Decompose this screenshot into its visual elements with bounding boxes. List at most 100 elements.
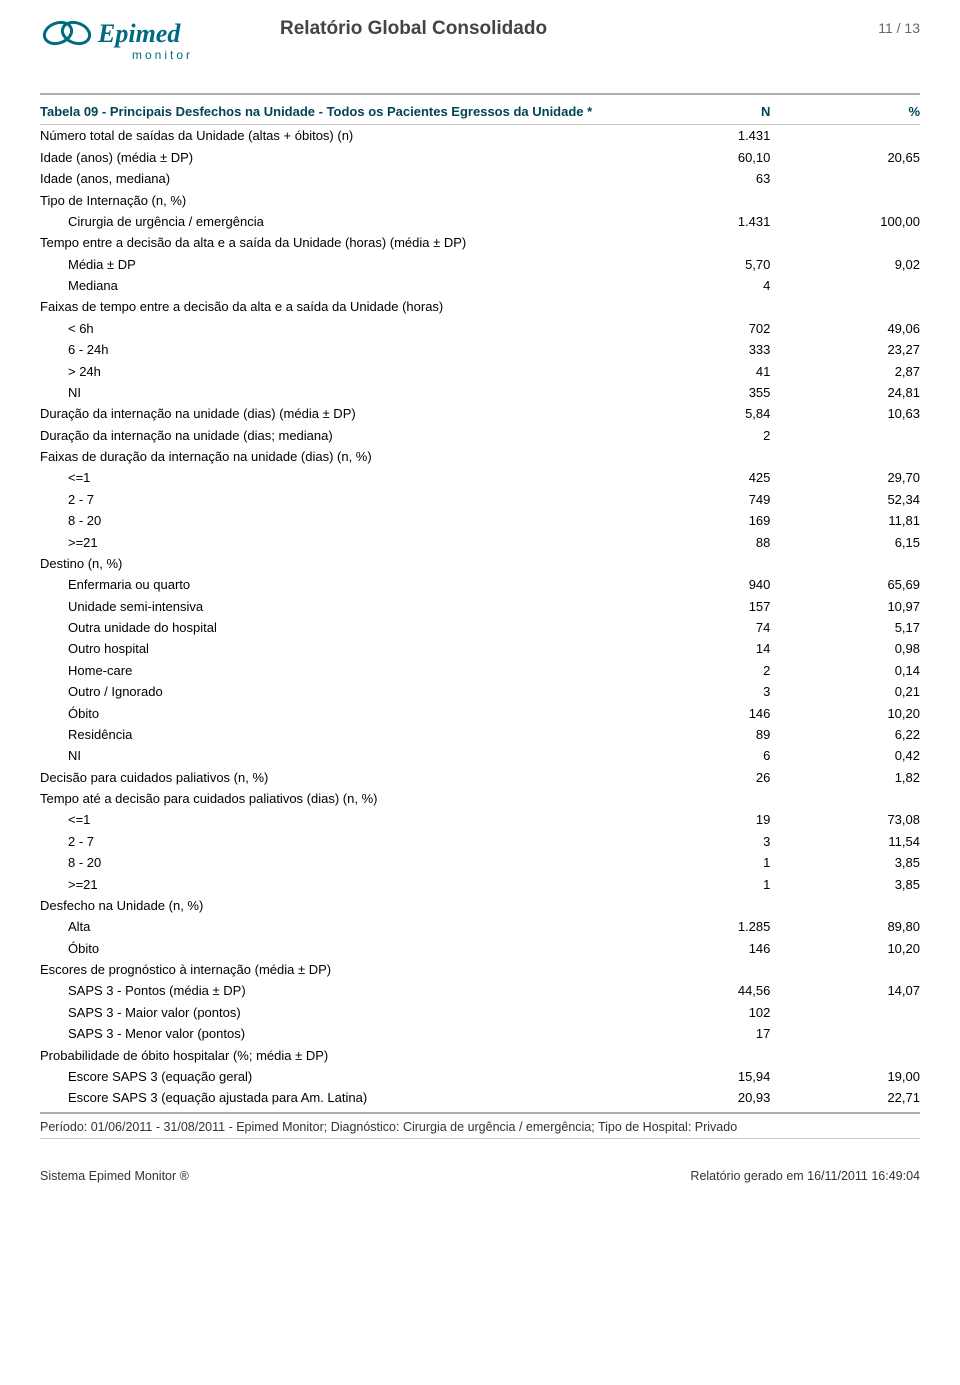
row-n [621, 553, 771, 574]
brand-logo: Epimed monitor [40, 18, 245, 71]
table-row: Cirurgia de urgência / emergência1.43110… [40, 211, 920, 232]
table-row: Faixas de duração da internação na unida… [40, 446, 920, 467]
col-header-n: N [621, 101, 771, 125]
row-pct: 6,15 [770, 531, 920, 552]
svg-text:Epimed: Epimed [97, 19, 181, 48]
row-pct: 0,21 [770, 681, 920, 702]
table-row: Número total de saídas da Unidade (altas… [40, 125, 920, 147]
row-n: 102 [621, 1002, 771, 1023]
row-label: SAPS 3 - Maior valor (pontos) [40, 1002, 621, 1023]
outcomes-table: Tabela 09 - Principais Desfechos na Unid… [40, 101, 920, 1108]
row-label: Home-care [40, 660, 621, 681]
row-n: 41 [621, 360, 771, 381]
table-row: Residência896,22 [40, 724, 920, 745]
table-row: Escore SAPS 3 (equação ajustada para Am.… [40, 1087, 920, 1108]
row-label: Unidade semi-intensiva [40, 595, 621, 616]
report-period: Período: 01/06/2011 - 31/08/2011 - Epime… [40, 1120, 920, 1134]
table-row: Alta1.28589,80 [40, 916, 920, 937]
table-row: > 24h412,87 [40, 360, 920, 381]
row-n: 3 [621, 681, 771, 702]
row-pct: 100,00 [770, 211, 920, 232]
row-label: Idade (anos, mediana) [40, 168, 621, 189]
row-n [621, 895, 771, 916]
table-row: >=21886,15 [40, 531, 920, 552]
table-row: Óbito14610,20 [40, 702, 920, 723]
page-header: Epimed monitor Relatório Global Consolid… [40, 18, 920, 71]
row-n: 5,70 [621, 253, 771, 274]
row-pct: 1,82 [770, 766, 920, 787]
table-row: <=11973,08 [40, 809, 920, 830]
row-n: 20,93 [621, 1087, 771, 1108]
row-label: Decisão para cuidados paliativos (n, %) [40, 766, 621, 787]
row-label: SAPS 3 - Menor valor (pontos) [40, 1023, 621, 1044]
row-n: 146 [621, 937, 771, 958]
row-label: Alta [40, 916, 621, 937]
row-label: 8 - 20 [40, 852, 621, 873]
row-n: 355 [621, 382, 771, 403]
row-n: 1 [621, 873, 771, 894]
row-n: 26 [621, 766, 771, 787]
epimed-logo-icon: Epimed monitor [40, 18, 245, 66]
row-n [621, 446, 771, 467]
table-row: Unidade semi-intensiva15710,97 [40, 595, 920, 616]
row-n: 2 [621, 424, 771, 445]
row-n: 44,56 [621, 980, 771, 1001]
table-row: Enfermaria ou quarto94065,69 [40, 574, 920, 595]
row-n: 89 [621, 724, 771, 745]
system-name: Sistema Epimed Monitor ® [40, 1169, 189, 1183]
row-label: NI [40, 745, 621, 766]
row-pct: 20,65 [770, 147, 920, 168]
table-row: Idade (anos) (média ± DP)60,1020,65 [40, 147, 920, 168]
row-n [621, 296, 771, 317]
row-pct: 19,00 [770, 1066, 920, 1087]
row-label: >=21 [40, 873, 621, 894]
row-pct: 89,80 [770, 916, 920, 937]
row-n: 74 [621, 617, 771, 638]
row-n: 702 [621, 318, 771, 339]
table-row: NI60,42 [40, 745, 920, 766]
row-n: 3 [621, 831, 771, 852]
report-title: Relatório Global Consolidado [280, 18, 547, 40]
row-n: 60,10 [621, 147, 771, 168]
row-n [621, 232, 771, 253]
row-label: Outra unidade do hospital [40, 617, 621, 638]
table-row: SAPS 3 - Pontos (média ± DP)44,5614,07 [40, 980, 920, 1001]
table-row: Tempo entre a decisão da alta e a saída … [40, 232, 920, 253]
row-pct [770, 296, 920, 317]
row-n: 940 [621, 574, 771, 595]
row-label: Destino (n, %) [40, 553, 621, 574]
row-pct: 10,63 [770, 403, 920, 424]
row-pct: 0,42 [770, 745, 920, 766]
row-label: Média ± DP [40, 253, 621, 274]
row-label: < 6h [40, 318, 621, 339]
row-pct: 5,17 [770, 617, 920, 638]
row-label: SAPS 3 - Pontos (média ± DP) [40, 980, 621, 1001]
table-row: Desfecho na Unidade (n, %) [40, 895, 920, 916]
row-pct [770, 1023, 920, 1044]
row-label: Residência [40, 724, 621, 745]
row-label: Faixas de tempo entre a decisão da alta … [40, 296, 621, 317]
row-label: 6 - 24h [40, 339, 621, 360]
table-row: < 6h70249,06 [40, 318, 920, 339]
row-pct: 0,14 [770, 660, 920, 681]
table-row: 8 - 2013,85 [40, 852, 920, 873]
table-row: >=2113,85 [40, 873, 920, 894]
row-pct: 73,08 [770, 809, 920, 830]
row-pct: 10,97 [770, 595, 920, 616]
row-pct: 14,07 [770, 980, 920, 1001]
row-pct [770, 168, 920, 189]
row-label: Escores de prognóstico à internação (méd… [40, 959, 621, 980]
table-row: Média ± DP5,709,02 [40, 253, 920, 274]
row-pct [770, 125, 920, 147]
page-number: 11 / 13 [878, 20, 920, 36]
row-n: 15,94 [621, 1066, 771, 1087]
svg-text:monitor: monitor [132, 48, 193, 62]
row-label: Óbito [40, 937, 621, 958]
row-pct [770, 424, 920, 445]
table-row: Outro hospital140,98 [40, 638, 920, 659]
table-row: Tipo de Internação (n, %) [40, 189, 920, 210]
row-n: 5,84 [621, 403, 771, 424]
table-row: 2 - 774952,34 [40, 489, 920, 510]
row-pct [770, 275, 920, 296]
row-n: 1.285 [621, 916, 771, 937]
